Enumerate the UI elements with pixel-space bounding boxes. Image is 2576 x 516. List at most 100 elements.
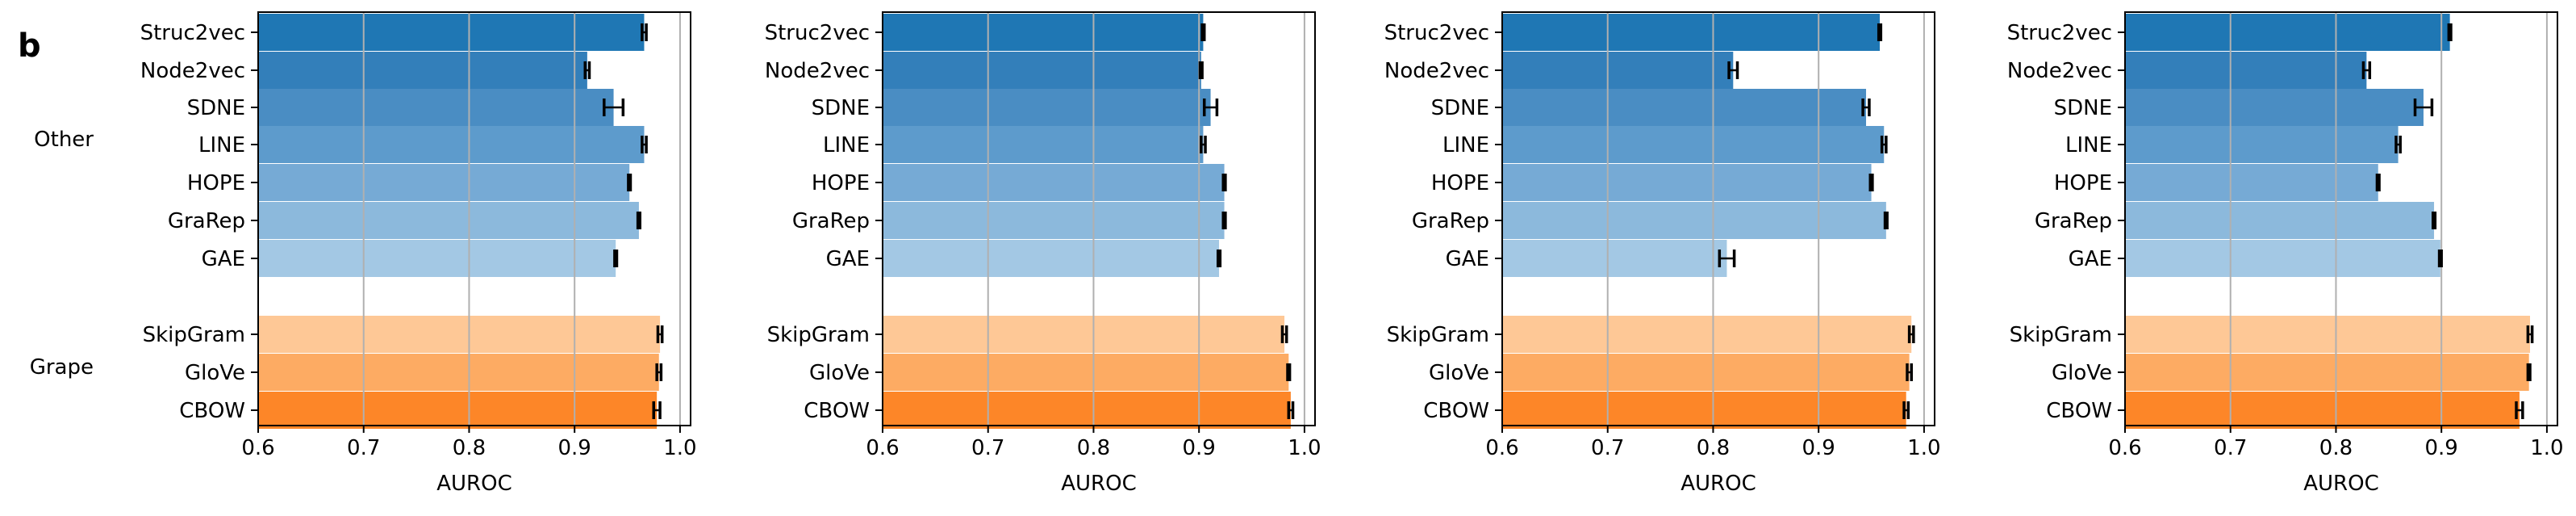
bar-skipgram bbox=[1502, 316, 1912, 353]
bar-skipgram bbox=[2125, 316, 2531, 353]
bar-gae bbox=[1502, 240, 1727, 277]
category-label: SDNE bbox=[812, 96, 870, 120]
x-tick-label: 1.0 bbox=[1907, 436, 1940, 460]
category-label: CBOW bbox=[804, 399, 870, 423]
axes-frame bbox=[2124, 11, 2558, 426]
x-tick-label: 0.6 bbox=[2108, 436, 2141, 460]
x-tick-label: 0.9 bbox=[1183, 436, 1216, 460]
x-tick-label: 1.0 bbox=[2530, 436, 2563, 460]
category-label: GloVe bbox=[2052, 361, 2112, 385]
category-label: HOPE bbox=[1431, 171, 1489, 195]
category-label: LINE bbox=[823, 133, 870, 157]
x-axis-title: AUROC bbox=[1680, 472, 1756, 496]
bar-node2vec bbox=[883, 52, 1201, 89]
bar-cbow bbox=[1502, 392, 1906, 429]
axes-frame bbox=[882, 11, 1316, 426]
x-tick-label: 0.7 bbox=[347, 436, 380, 460]
bar-grarep bbox=[2125, 202, 2435, 239]
x-tick-label: 1.0 bbox=[663, 436, 696, 460]
category-label: Struc2vec bbox=[765, 21, 870, 45]
bar-hope bbox=[258, 164, 630, 201]
bar-hope bbox=[2125, 164, 2378, 201]
bar-node2vec bbox=[2125, 52, 2367, 89]
category-label: CBOW bbox=[1423, 399, 1489, 423]
x-tick-label: 0.9 bbox=[558, 436, 591, 460]
x-tick-label: 0.7 bbox=[2214, 436, 2247, 460]
bar-grarep bbox=[883, 202, 1225, 239]
category-label: SkipGram bbox=[767, 323, 870, 347]
category-label: SkipGram bbox=[143, 323, 245, 347]
category-label: GraRep bbox=[2035, 209, 2112, 233]
bar-line bbox=[258, 126, 645, 163]
bar-node2vec bbox=[258, 52, 587, 89]
category-label: GAE bbox=[826, 247, 870, 271]
bar-line bbox=[1502, 126, 1885, 163]
category-label: Struc2vec bbox=[140, 21, 245, 45]
axes-frame bbox=[1501, 11, 1935, 426]
x-tick-label: 0.9 bbox=[1802, 436, 1835, 460]
chart-panel-3: 0.6 0.7 0.8 0.9 1.0 Struc2vec Node2vec SDNE LINE… bbox=[1384, 11, 1941, 496]
x-tick-label: 0.6 bbox=[1485, 436, 1518, 460]
category-label: CBOW bbox=[2046, 399, 2112, 423]
bar-cbow bbox=[883, 392, 1291, 429]
category-label: HOPE bbox=[187, 171, 245, 195]
bar-struc2vec bbox=[1502, 14, 1881, 51]
category-label: Node2vec bbox=[140, 59, 245, 83]
x-tick-label: 0.6 bbox=[241, 436, 274, 460]
category-label: Node2vec bbox=[1384, 59, 1489, 83]
category-label: HOPE bbox=[812, 171, 870, 195]
bar-line bbox=[883, 126, 1204, 163]
bar-grarep bbox=[1502, 202, 1886, 239]
category-label: GraRep bbox=[168, 209, 245, 233]
axes-frame bbox=[257, 11, 691, 426]
bar-glove bbox=[883, 354, 1289, 391]
bar-grarep bbox=[258, 202, 639, 239]
category-label: GraRep bbox=[792, 209, 870, 233]
category-label: GAE bbox=[2069, 247, 2112, 271]
x-tick-label: 0.8 bbox=[1697, 436, 1730, 460]
category-label: Node2vec bbox=[2007, 59, 2112, 83]
bar-skipgram bbox=[883, 316, 1285, 353]
bar-sdne bbox=[258, 89, 614, 126]
x-axis-title: AUROC bbox=[2303, 472, 2379, 496]
category-label: Node2vec bbox=[765, 59, 870, 83]
bar-sdne bbox=[2125, 89, 2424, 126]
x-tick-label: 0.7 bbox=[1591, 436, 1624, 460]
panel-letter: b bbox=[18, 27, 41, 65]
bar-gae bbox=[2125, 240, 2440, 277]
chart-panel-2: 0.6 0.7 0.8 0.9 1.0 Struc2vec Node2vec SDNE LINE… bbox=[765, 11, 1321, 496]
bar-struc2vec bbox=[258, 14, 645, 51]
x-tick-label: 1.0 bbox=[1288, 436, 1321, 460]
bar-gae bbox=[883, 240, 1220, 277]
group-label-grape: Grape bbox=[30, 355, 94, 380]
category-label: SDNE bbox=[187, 96, 245, 120]
x-tick-label: 0.8 bbox=[2319, 436, 2353, 460]
x-axis-title: AUROC bbox=[1061, 472, 1137, 496]
x-tick-label: 0.7 bbox=[971, 436, 1004, 460]
category-label: SDNE bbox=[2054, 96, 2112, 120]
x-axis-title: AUROC bbox=[436, 472, 512, 496]
chart-panel-4: 0.6 0.7 0.8 0.9 1.0 Struc2vec Node2vec SDNE LINE… bbox=[2007, 11, 2564, 496]
bar-sdne bbox=[1502, 89, 1867, 126]
bar-line bbox=[2125, 126, 2399, 163]
category-label: GloVe bbox=[1429, 361, 1489, 385]
category-label: Struc2vec bbox=[1384, 21, 1489, 45]
x-tick-label: 0.9 bbox=[2425, 436, 2458, 460]
x-tick-label: 0.6 bbox=[866, 436, 899, 460]
bar-glove bbox=[1502, 354, 1910, 391]
category-label: LINE bbox=[198, 133, 245, 157]
category-label: SkipGram bbox=[2010, 323, 2112, 347]
bar-glove bbox=[2125, 354, 2529, 391]
bar-gae bbox=[258, 240, 616, 277]
bar-glove bbox=[258, 354, 659, 391]
category-label: GAE bbox=[202, 247, 245, 271]
category-label: SDNE bbox=[1431, 96, 1489, 120]
category-label: LINE bbox=[1442, 133, 1489, 157]
category-label: HOPE bbox=[2054, 171, 2112, 195]
x-tick-label: 0.8 bbox=[1077, 436, 1110, 460]
category-label: GloVe bbox=[809, 361, 870, 385]
chart-panel-1: 0.6 0.7 0.8 0.9 1.0 Struc2vec Node2vec SDNE LINE… bbox=[140, 11, 697, 496]
category-label: GraRep bbox=[1412, 209, 1489, 233]
bar-struc2vec bbox=[2125, 14, 2450, 51]
